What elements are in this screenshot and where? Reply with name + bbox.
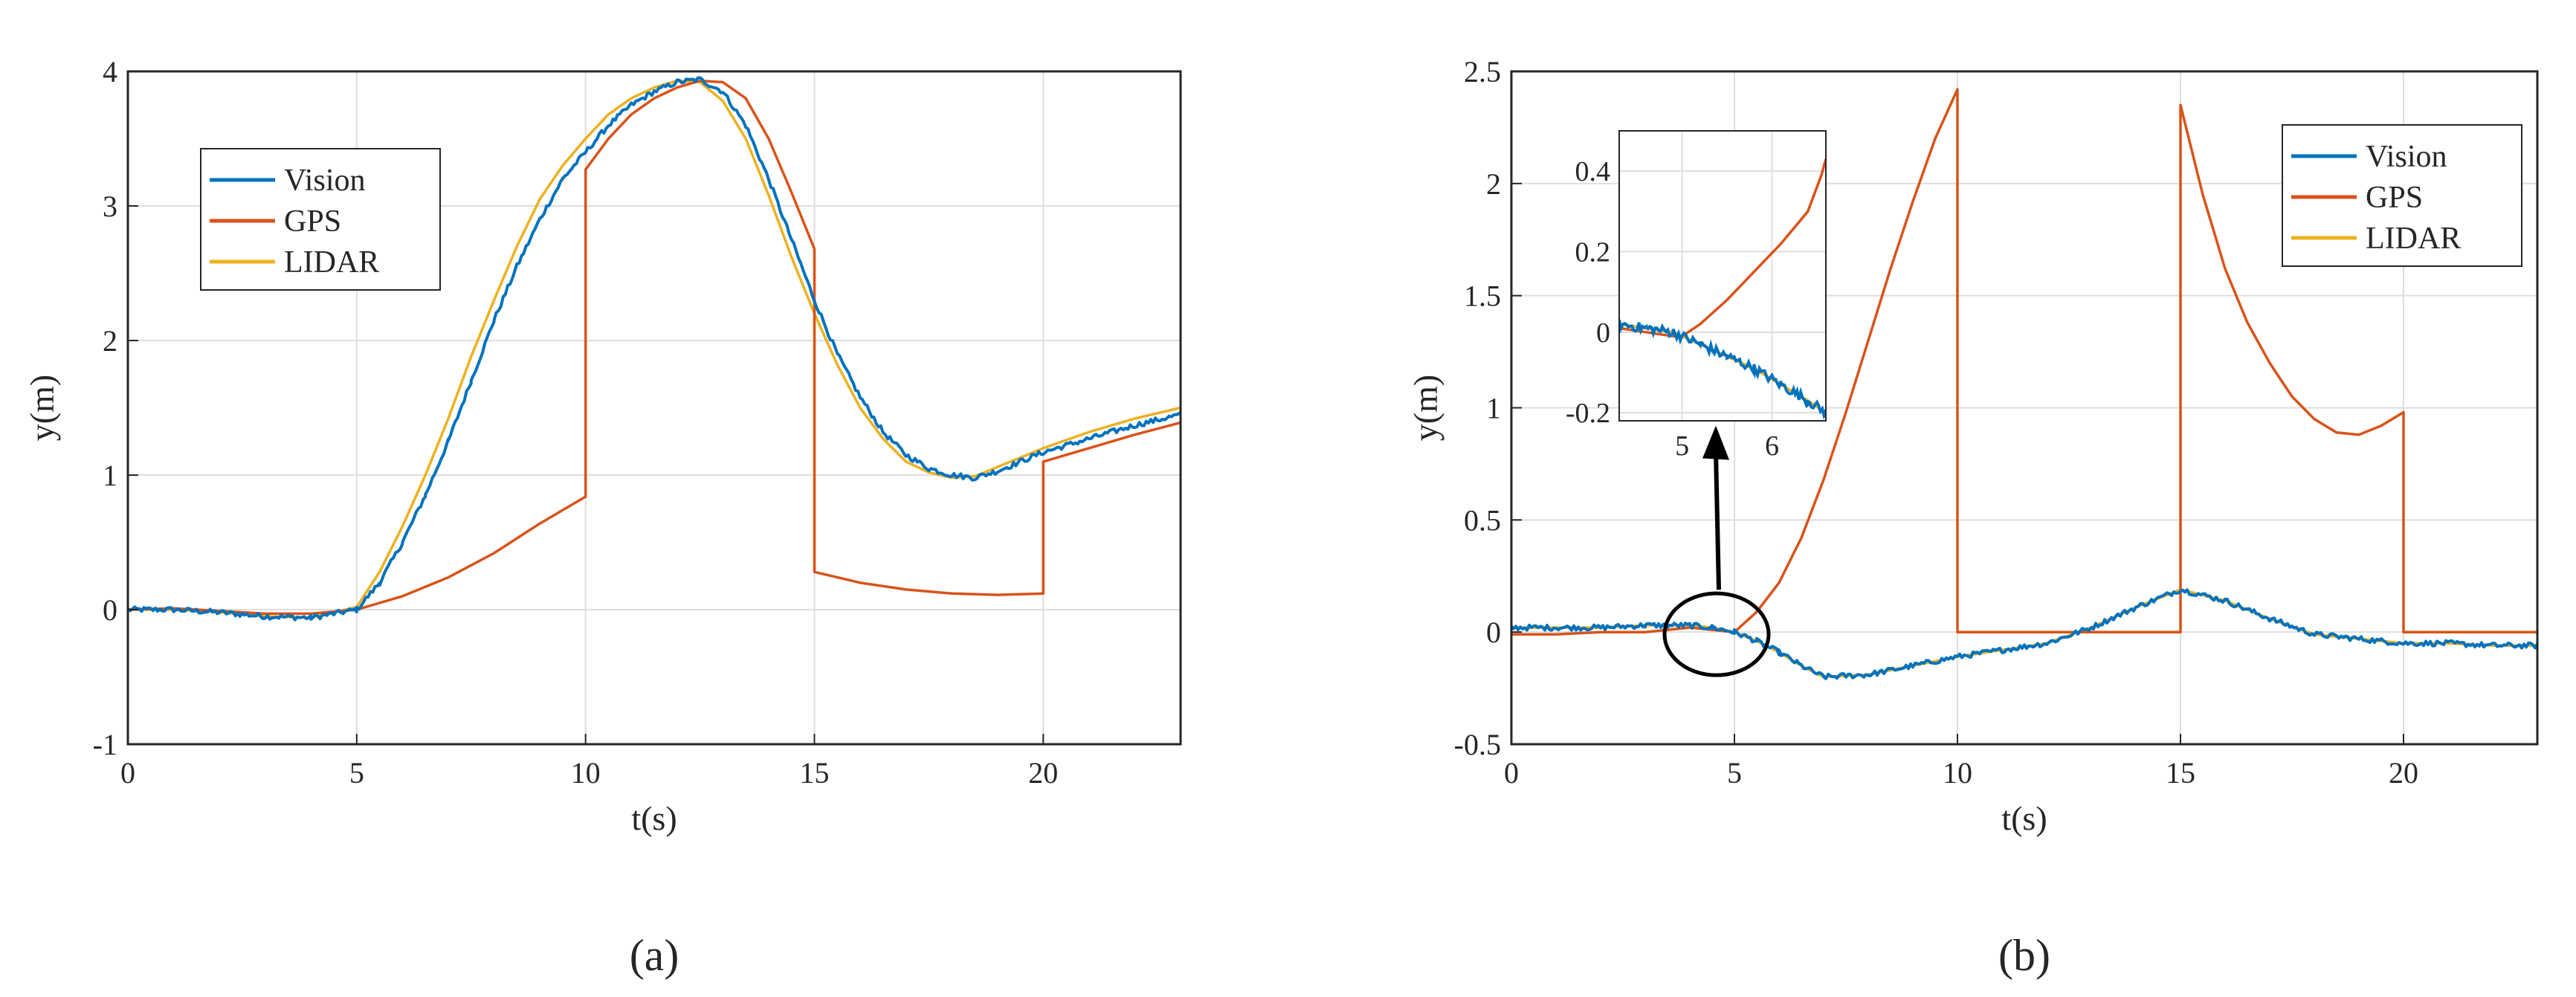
y-tick-label: 0 (103, 593, 117, 627)
panel-a-frame (126, 70, 1182, 746)
inset-axes (1618, 130, 1827, 422)
series-line-gps (1511, 88, 2537, 636)
inset-y-tick-label: 0 (1596, 317, 1610, 349)
x-tick-label: 10 (571, 756, 601, 790)
panel-a-label: (a) (630, 931, 679, 980)
series-line-vision (128, 76, 1181, 622)
legend-label-vision: Vision (284, 164, 366, 198)
inset-series-line-gps (1619, 158, 1826, 338)
legend-label-lidar: LIDAR (284, 245, 379, 280)
x-tick-label: 20 (1028, 756, 1058, 790)
x-tick-label: 15 (2166, 756, 2195, 790)
panel-a-x-axis-label: t(s) (631, 799, 677, 837)
legend-label-gps: GPS (2366, 181, 2423, 215)
panel-a-y-axis-label: y(m) (23, 375, 61, 441)
panel-a-series (128, 76, 1181, 622)
x-tick-label: 5 (1727, 756, 1742, 790)
panel-b-ticks: 0 5 10 15 20-0.500.511.522.5 (1454, 55, 2539, 790)
x-tick-label: 15 (799, 756, 829, 790)
series-line-vision (1511, 588, 2537, 680)
panel-b-inset: 5 6 -0.2 0 0.2 0.4 (1566, 130, 1827, 462)
zoom-circle (1662, 591, 1771, 677)
inset-x-tick-label: 5 (1675, 430, 1689, 462)
zoom-arrow-head (1702, 425, 1729, 460)
y-tick-label: 1.5 (1464, 280, 1501, 313)
zoom-arrow-shaft (1714, 452, 1721, 590)
y-tick-label: 2 (1486, 167, 1501, 201)
y-tick-label: 3 (103, 190, 117, 223)
x-tick-label: 5 (349, 756, 364, 790)
legend-label-gps: GPS (284, 204, 341, 239)
y-tick-label: 2 (103, 324, 117, 358)
legend-label-lidar: LIDAR (2366, 222, 2461, 256)
panel-b-y-axis-label: y(m) (1407, 375, 1444, 441)
inset-series-line-vision (1619, 319, 1826, 420)
panel-b-label: (b) (1998, 931, 2050, 980)
y-tick-label: 2.5 (1464, 55, 1501, 88)
inset-y-tick-label: 0.2 (1575, 237, 1611, 268)
inset-y-tick-label: -0.2 (1566, 398, 1610, 429)
legend-label-vision: Vision (2366, 140, 2447, 174)
x-tick-label: 0 (1504, 756, 1519, 790)
inset-x-tick-label: 6 (1765, 430, 1779, 462)
panel-b-frame (1510, 70, 2539, 746)
y-tick-label: -0.5 (1454, 728, 1501, 761)
panel-b-series (1511, 88, 2537, 680)
panel-b: 0 5 10 15 20-0.500.511.522.5 5 6-0.200.20.4 V… (1407, 55, 2539, 980)
panel-b-legend: Vision GPS LIDAR (2282, 124, 2522, 267)
y-tick-label: -1 (93, 728, 117, 761)
x-tick-label: 0 (120, 756, 135, 790)
panel-a-legend: Vision GPS LIDAR (200, 148, 441, 291)
y-tick-label: 1 (103, 459, 117, 492)
panel-b-annotation (1662, 425, 1771, 677)
y-tick-label: 0.5 (1464, 503, 1501, 537)
x-tick-label: 10 (1943, 756, 1972, 790)
series-line-gps (128, 79, 1181, 616)
y-tick-label: 4 (103, 55, 117, 88)
panel-b-x-axis-label: t(s) (2001, 799, 2047, 837)
inset-frame (1618, 130, 1827, 422)
x-tick-label: 20 (2389, 756, 2418, 790)
inset-y-tick-label: 0.4 (1575, 156, 1611, 187)
y-tick-label: 0 (1486, 616, 1501, 649)
y-tick-label: 1 (1486, 392, 1501, 425)
